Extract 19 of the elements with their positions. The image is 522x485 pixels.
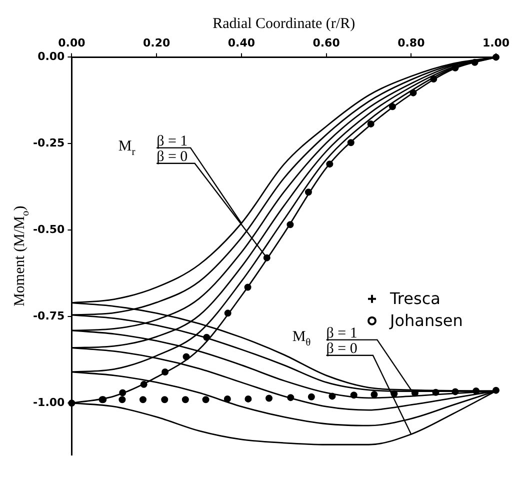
y-axis-title: Moment (M/Mo)	[12, 206, 32, 306]
annotation: β = 1	[156, 133, 188, 150]
y-tick-label: -0.50	[32, 223, 66, 236]
x-tick-label: 0.60	[312, 36, 340, 50]
annotation: β = 0	[156, 148, 188, 165]
legend-label: Johansen	[389, 310, 463, 330]
x-tick-label: 0.00	[58, 36, 86, 50]
y-tick-label: -0.75	[32, 309, 65, 322]
y-tick-label: -1.00	[32, 396, 66, 409]
x-axis-title: Radial Coordinate (r/R)	[212, 16, 356, 32]
x-tick-label: 0.20	[142, 36, 170, 50]
annotation: β = 0	[326, 340, 358, 357]
annotation: β = 1	[326, 325, 358, 342]
x-tick-label: 0.40	[228, 36, 256, 50]
x-tick-label: 0.80	[398, 36, 426, 50]
y-tick-label: -0.25	[32, 136, 65, 150]
x-tick-label: 1.00	[482, 36, 510, 50]
y-tick-label: 0.00	[38, 50, 66, 64]
legend-label: Tresca	[389, 288, 440, 308]
